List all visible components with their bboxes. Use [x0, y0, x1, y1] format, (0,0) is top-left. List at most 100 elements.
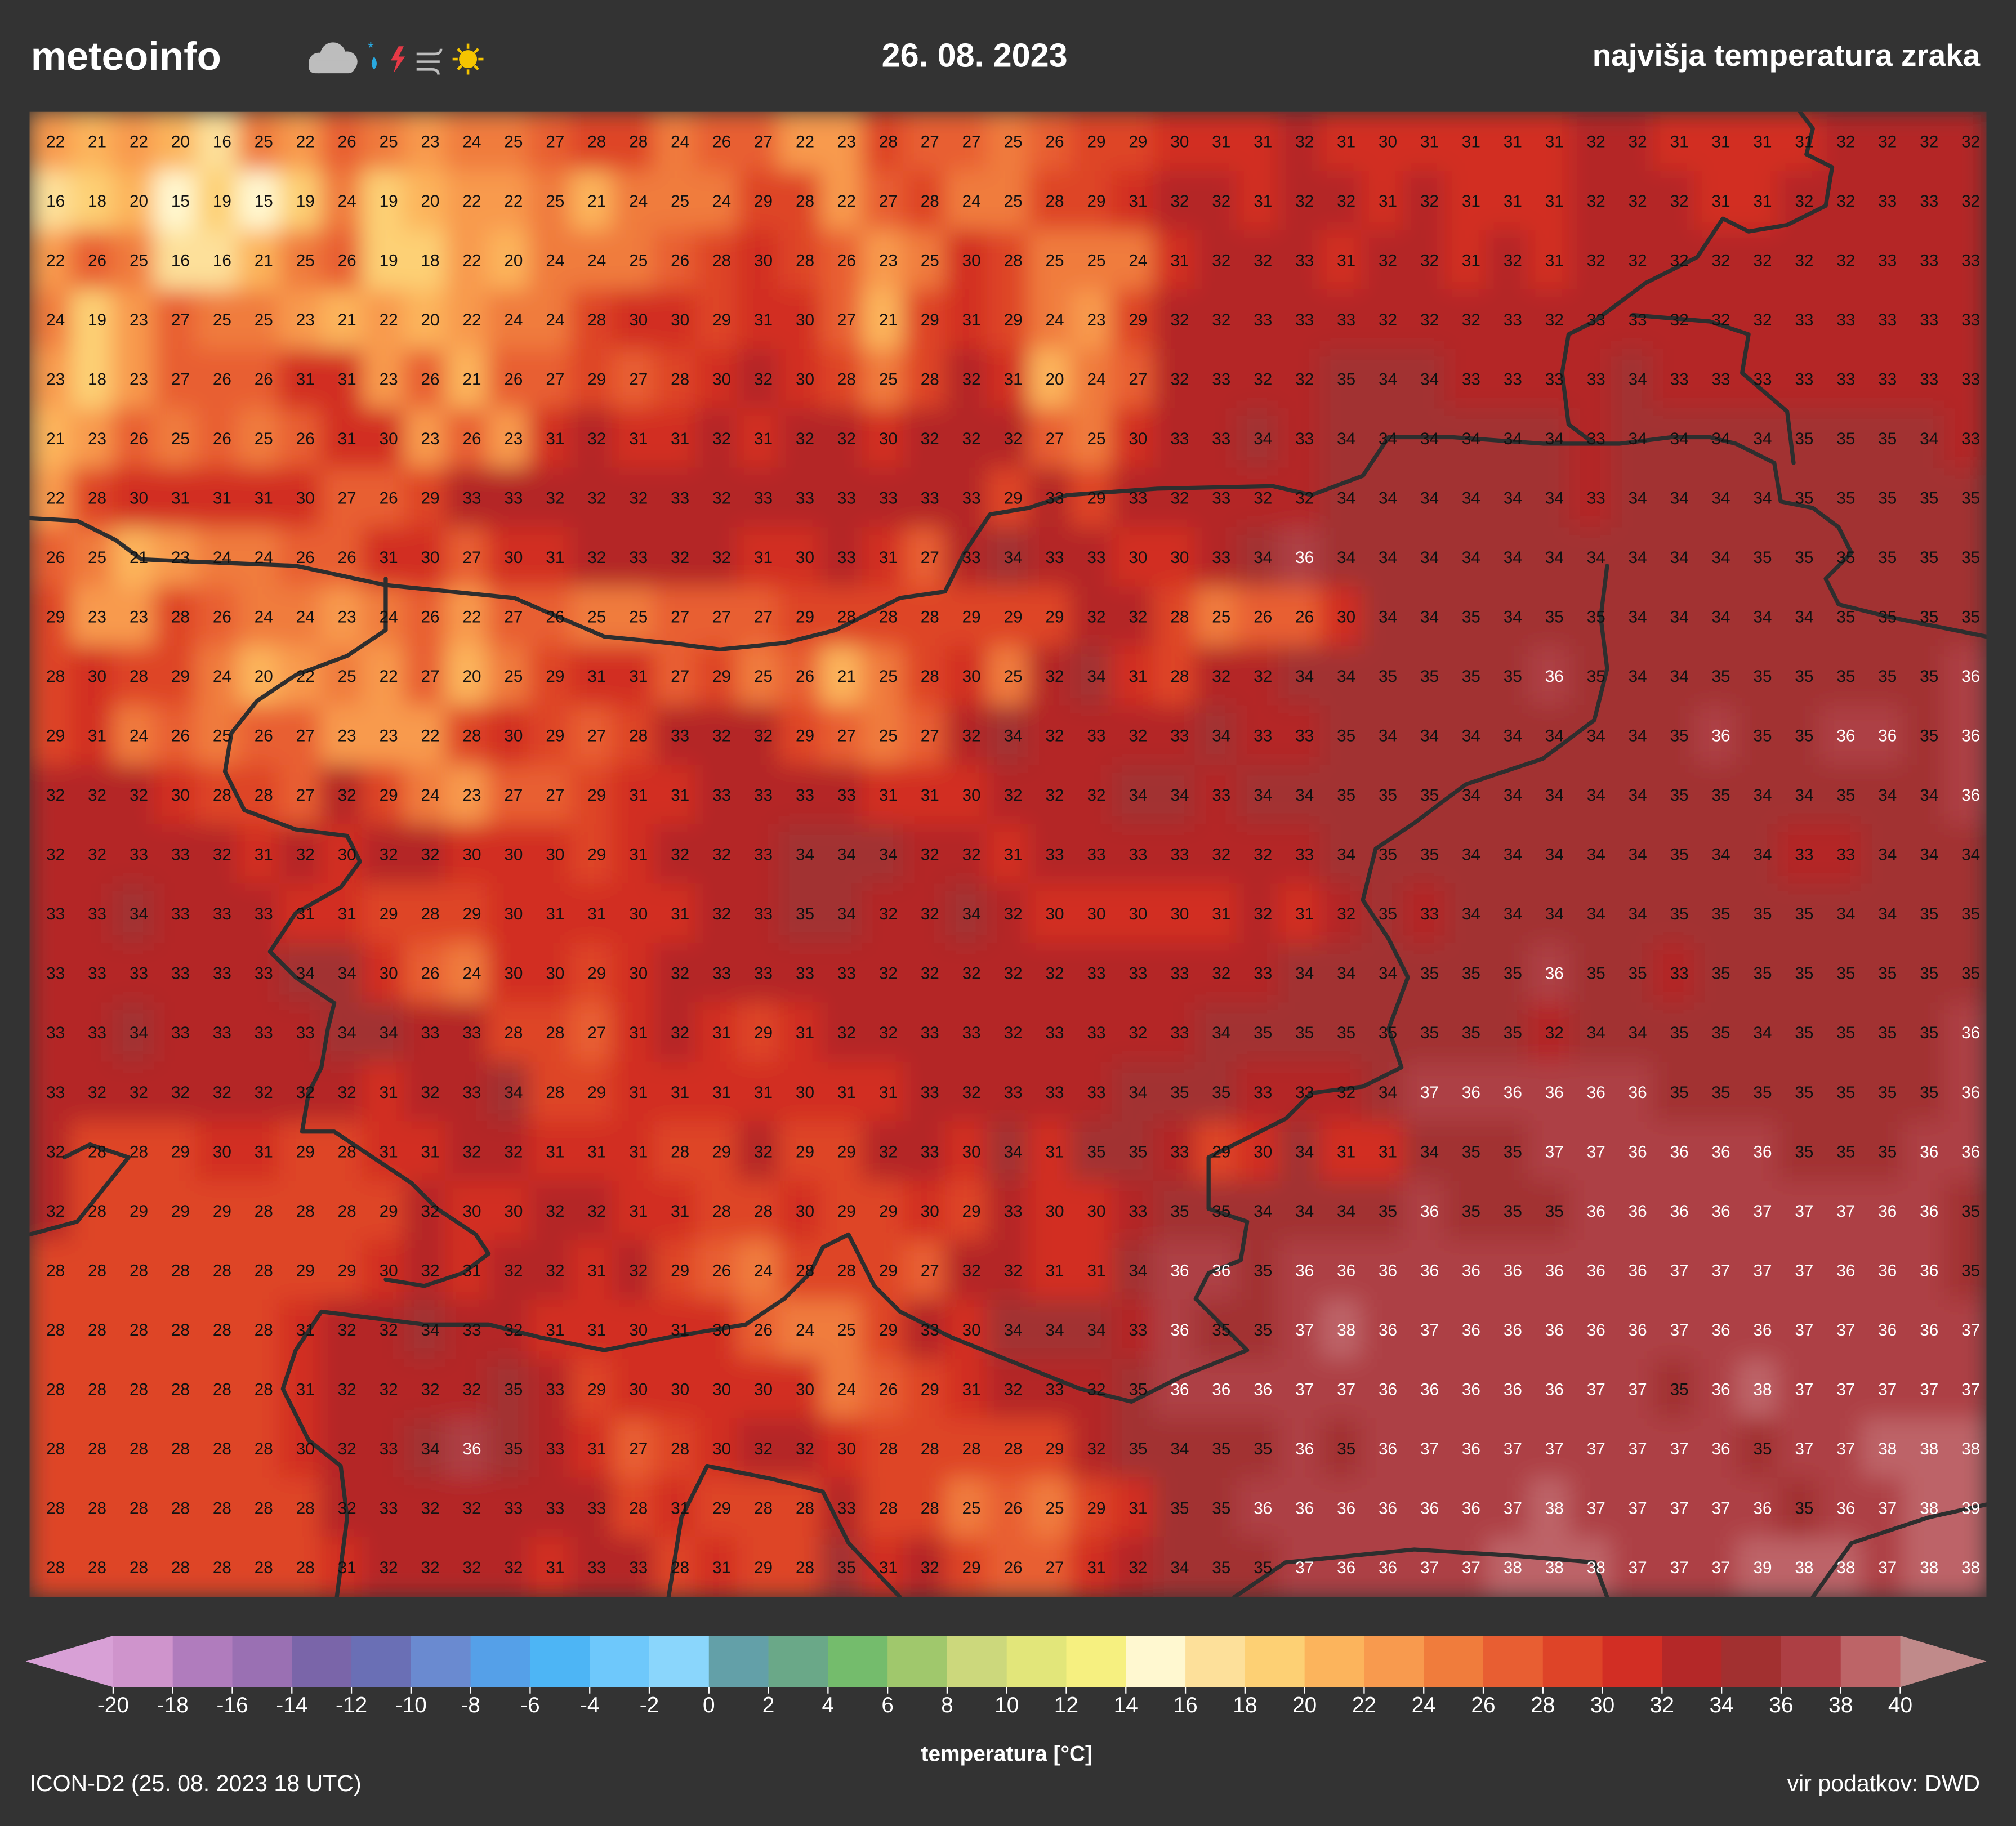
- temperature-value: 23: [504, 430, 523, 448]
- temperature-value: 35: [1420, 667, 1439, 686]
- temperature-cell: [154, 1240, 197, 1301]
- model-info: ICON-D2 (25. 08. 2023 18 UTC): [30, 1770, 362, 1796]
- temperature-cell: [1528, 467, 1571, 529]
- temperature-value: 33: [1587, 311, 1605, 329]
- colorbar-segment: [351, 1635, 412, 1687]
- temperature-cell: [1777, 111, 1821, 172]
- temperature-cell: [1444, 586, 1488, 648]
- temperature-value: 36: [1170, 1261, 1189, 1280]
- temperature-value: 28: [754, 1202, 773, 1221]
- temperature-value: 30: [796, 311, 814, 329]
- temperature-value: 28: [46, 1380, 65, 1399]
- temperature-cell: [1777, 1299, 1821, 1360]
- temperature-value: 31: [1337, 1142, 1355, 1161]
- temperature-value: 35: [1670, 905, 1689, 923]
- temperature-cell: [737, 171, 780, 231]
- temperature-value: 32: [1753, 252, 1772, 270]
- temperature-cell: [1819, 1061, 1862, 1123]
- temperature-cell: [1111, 586, 1154, 648]
- temperature-value: 35: [1670, 786, 1689, 805]
- temperature-cell: [1736, 1002, 1779, 1064]
- temperature-cell: [1861, 467, 1904, 529]
- temperature-cell: [278, 230, 322, 291]
- temperature-cell: [1736, 230, 1779, 291]
- temperature-value: 28: [587, 311, 606, 329]
- colorbar-segment: [1483, 1635, 1544, 1687]
- temperature-cell: [1611, 467, 1654, 529]
- temperature-value: 34: [1545, 786, 1564, 805]
- temperature-cell: [237, 289, 280, 350]
- temperature-cell: [1819, 289, 1862, 350]
- temperature-cell: [570, 1477, 613, 1539]
- temperature-value: 32: [879, 905, 898, 923]
- temperature-value: 27: [338, 489, 356, 508]
- temperature-cell: [653, 527, 697, 588]
- temperature-cell: [278, 1537, 322, 1597]
- temperature-cell: [362, 1359, 405, 1420]
- temperature-cell: [1736, 646, 1779, 707]
- temperature-value: 28: [46, 1559, 65, 1577]
- temperature-value: 26: [712, 133, 731, 151]
- temperature-value: 21: [338, 311, 356, 329]
- temperature-value: 20: [504, 252, 523, 270]
- temperature-cell: [278, 1359, 322, 1420]
- temperature-value: 29: [921, 311, 939, 329]
- temperature-cell: [653, 349, 697, 410]
- temperature-value: 35: [1129, 1380, 1147, 1399]
- temperature-value: 34: [1420, 727, 1439, 745]
- temperature-cell: [362, 765, 405, 825]
- temperature-cell: [1403, 230, 1446, 291]
- temperature-cell: [1444, 705, 1488, 766]
- temperature-value: 33: [879, 489, 898, 508]
- temperature-cell: [403, 883, 447, 944]
- temperature-value: 32: [462, 1380, 481, 1399]
- temperature-value: 28: [88, 1380, 106, 1399]
- temperature-value: 34: [1295, 667, 1314, 686]
- temperature-cell: [1652, 1061, 1696, 1123]
- temperature-cell: [1153, 289, 1196, 350]
- temperature-cell: [1944, 1240, 1987, 1301]
- temperature-value: 27: [921, 133, 939, 151]
- temperature-cell: [445, 527, 488, 588]
- temperature-cell: [1444, 467, 1488, 529]
- temperature-value: 33: [1629, 311, 1647, 329]
- temperature-cell: [1069, 349, 1113, 410]
- temperature-cell: [1694, 943, 1738, 1004]
- temperature-cell: [1944, 171, 1987, 231]
- temperature-value: 26: [837, 252, 856, 270]
- temperature-value: 32: [1087, 786, 1105, 805]
- temperature-cell: [1028, 349, 1072, 410]
- temperature-value: 33: [921, 1024, 939, 1042]
- temperature-cell: [944, 171, 988, 231]
- temperature-cell: [695, 349, 738, 410]
- temperature-value: 31: [1379, 1142, 1397, 1161]
- temperature-value: 31: [1212, 133, 1230, 151]
- temperature-cell: [1777, 765, 1821, 825]
- temperature-value: 34: [1545, 548, 1564, 567]
- temperature-value: 33: [421, 1024, 440, 1042]
- temperature-cell: [1902, 1061, 1946, 1123]
- temperature-value: 36: [1961, 727, 1980, 745]
- temperature-value: 33: [754, 786, 773, 805]
- temperature-cell: [778, 527, 822, 588]
- temperature-cell: [1569, 943, 1613, 1004]
- temperature-value: 22: [380, 667, 398, 686]
- temperature-cell: [986, 1240, 1030, 1301]
- temperature-value: 31: [1753, 192, 1772, 211]
- temperature-cell: [695, 1061, 738, 1123]
- temperature-value: 26: [712, 1261, 731, 1280]
- temperature-value: 21: [462, 370, 481, 389]
- temperature-cell: [1902, 1121, 1946, 1182]
- value-labels: 22 21 22 20 16 25 22 26 25 23 24 25 27 28 28 24 26 27 22 23…: [46, 133, 1980, 1577]
- temperature-cell: [1486, 230, 1529, 291]
- temperature-cell: [778, 408, 822, 469]
- temperature-value: 30: [629, 311, 648, 329]
- temperature-cell: [528, 1121, 572, 1182]
- temperature-cell: [1944, 1537, 1987, 1597]
- temperature-cell: [1111, 1061, 1154, 1123]
- temperature-cell: [903, 883, 947, 944]
- temperature-value: 22: [46, 133, 65, 151]
- temperature-value: 35: [1795, 1083, 1813, 1102]
- temperature-value: 32: [1212, 192, 1230, 211]
- temperature-cell: [362, 527, 405, 588]
